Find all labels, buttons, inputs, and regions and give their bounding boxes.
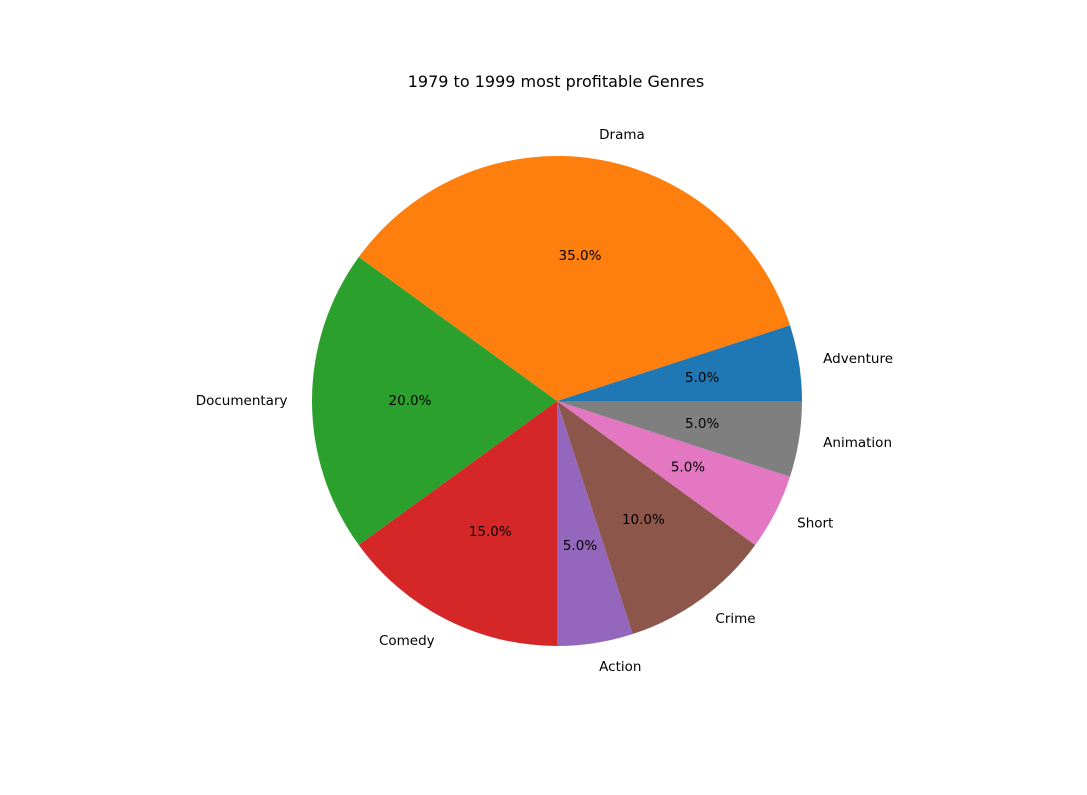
chart-title: 1979 to 1999 most profitable Genres	[408, 72, 704, 91]
pct-label-crime: 10.0%	[622, 512, 665, 528]
slice-label-action: Action	[599, 659, 641, 675]
pie-slice-action	[557, 401, 633, 647]
pct-label-action: 5.0%	[563, 538, 597, 554]
pie-slices	[311, 155, 802, 647]
slice-label-adventure: Adventure	[823, 351, 893, 367]
percentage-labels: 5.0% 35.0% 20.0% 15.0% 5.0% 10.0% 5.0% 5.0%	[389, 248, 720, 554]
pct-label-drama: 35.0%	[559, 248, 602, 264]
pie-slice-comedy	[358, 401, 557, 646]
pie-slice-documentary	[311, 256, 557, 546]
pct-label-adventure: 5.0%	[685, 370, 719, 386]
slice-label-crime: Crime	[715, 611, 755, 627]
slice-label-drama: Drama	[599, 127, 645, 143]
slice-label-comedy: Comedy	[379, 633, 435, 649]
slice-label-short: Short	[797, 515, 833, 531]
pie-slice-short	[557, 401, 791, 546]
pct-label-documentary: 20.0%	[389, 393, 432, 409]
pie-slice-animation	[557, 401, 802, 477]
slice-label-documentary: Documentary	[196, 393, 288, 409]
pie-slice-adventure	[557, 325, 802, 401]
pie-slice-crime	[557, 401, 756, 635]
pct-label-short: 5.0%	[671, 460, 705, 476]
pct-label-animation: 5.0%	[685, 416, 719, 432]
pie-slice-drama	[358, 155, 791, 401]
slice-label-animation: Animation	[823, 435, 892, 451]
pct-label-comedy: 15.0%	[469, 524, 512, 540]
slice-labels: Adventure Drama Documentary Comedy Action Cri…	[196, 127, 893, 675]
